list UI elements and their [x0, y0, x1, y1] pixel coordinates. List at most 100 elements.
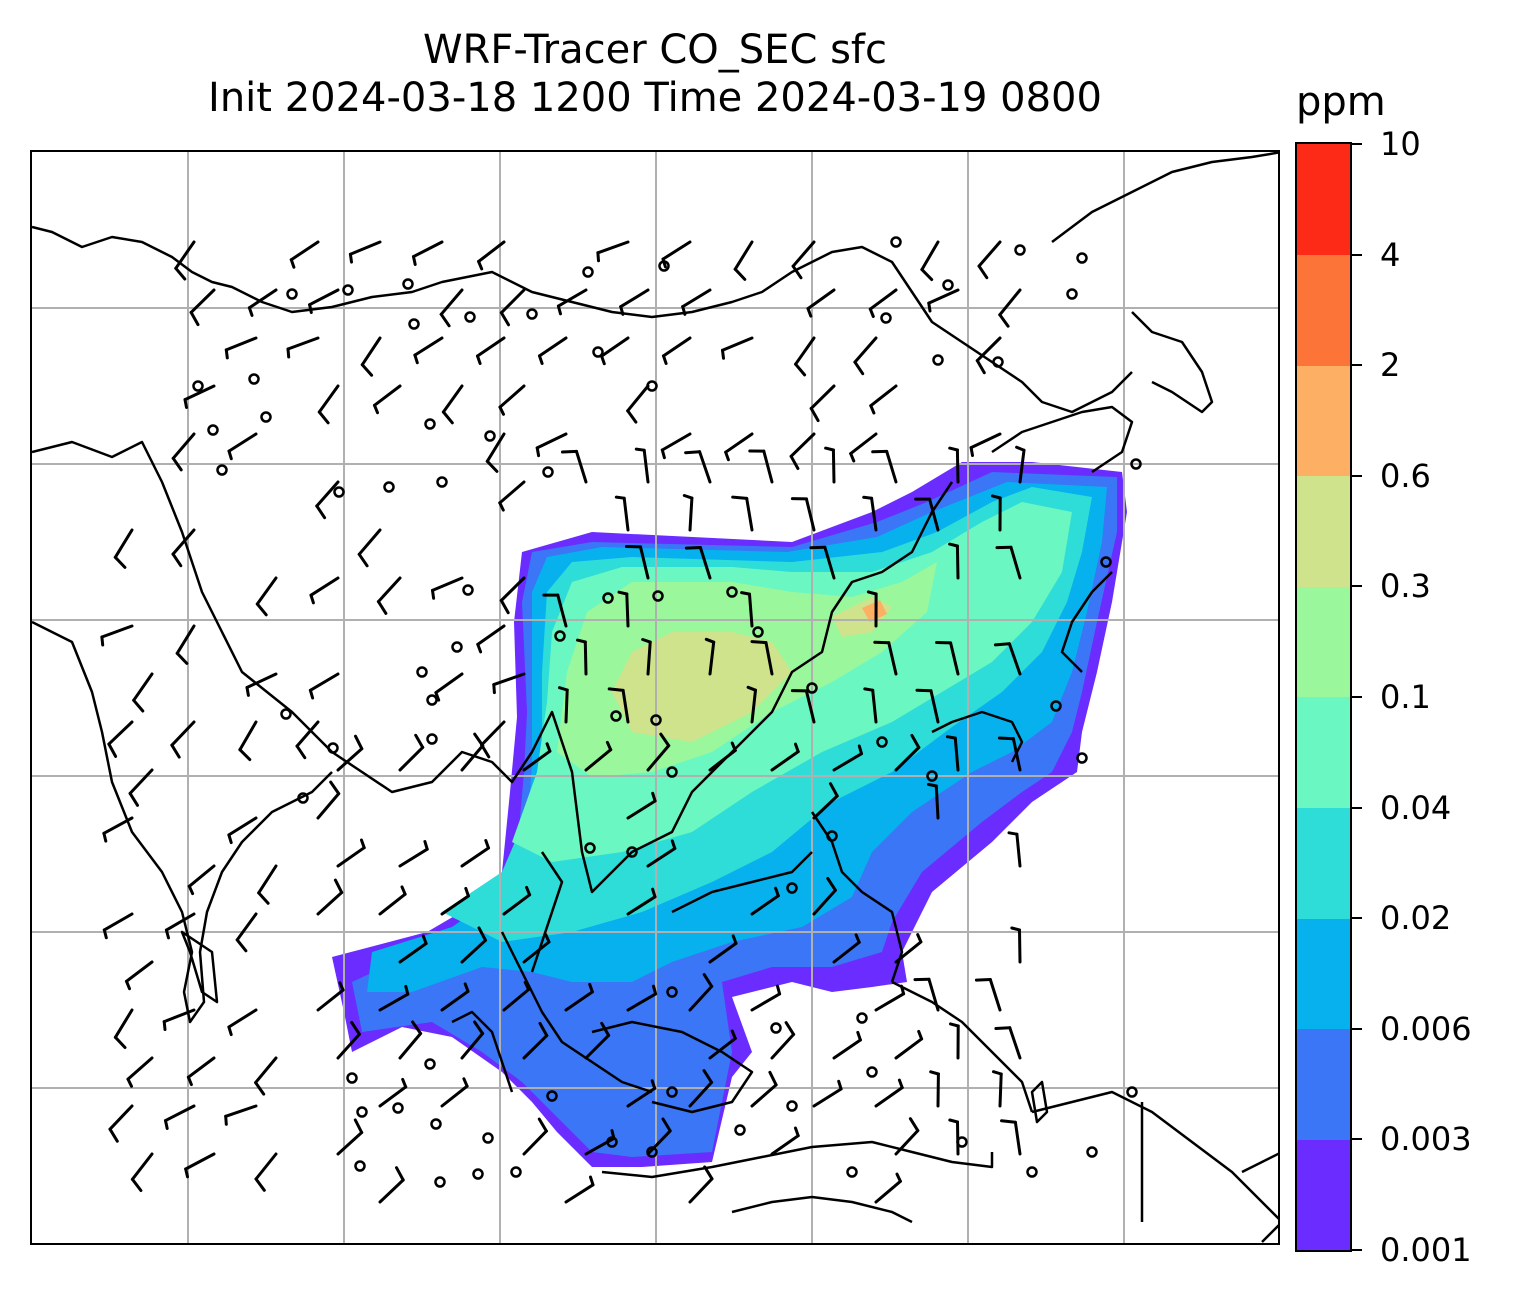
- wind-barb: [412, 240, 444, 266]
- wind-barb: [398, 1020, 423, 1060]
- wind-barb-flag: [125, 979, 131, 991]
- wind-barb: [992, 1070, 1003, 1108]
- wind-barb-staff: [955, 448, 960, 484]
- wind-barb-staff: [184, 1152, 216, 1171]
- wind-barb-flag: [746, 685, 757, 692]
- wind-barb-flag: [661, 257, 667, 269]
- wind-barb: [336, 1021, 361, 1060]
- wind-barb-flag: [895, 1172, 902, 1183]
- wind-barb-flag: [477, 260, 484, 271]
- wind-barb-staff: [499, 576, 526, 602]
- wind-barb-flag: [162, 1020, 167, 1031]
- calm-wind-marker: [652, 590, 664, 602]
- wind-barb: [617, 590, 630, 628]
- wind-barb: [748, 449, 774, 484]
- colorbar-segment: [1297, 1139, 1350, 1251]
- wind-barb-staff: [113, 528, 134, 559]
- wind-barb: [646, 1117, 672, 1156]
- coastline-segment: [1060, 571, 1113, 673]
- colorbar-tick-label: 0.001: [1380, 1231, 1472, 1269]
- calm-wind-marker: [286, 288, 298, 300]
- wind-barb-flag: [102, 928, 108, 940]
- wind-barb: [186, 1056, 216, 1087]
- wind-barb-staff: [894, 940, 923, 964]
- wind-barb-staff: [770, 750, 800, 772]
- calm-wind-marker: [856, 1012, 868, 1024]
- wind-barb-flag: [997, 736, 1015, 741]
- calm-wind-marker: [770, 1022, 782, 1034]
- wind-barb: [357, 528, 382, 568]
- wind-barb: [619, 288, 650, 316]
- wind-barb: [102, 912, 134, 940]
- wind-barb-flag: [794, 742, 800, 754]
- wind-barb: [894, 733, 921, 772]
- wind-barb: [790, 497, 816, 532]
- wind-barb: [634, 447, 650, 484]
- wind-barb-staff: [316, 792, 341, 820]
- wind-barb-flag: [164, 1119, 169, 1130]
- wind-barb: [626, 384, 650, 424]
- wind-barb-flag: [317, 410, 330, 425]
- wind-barb: [969, 432, 1002, 457]
- wind-barb-flag: [873, 640, 891, 645]
- calm-wind-marker: [346, 1072, 358, 1084]
- calm-wind-marker: [582, 266, 594, 278]
- wind-barb: [994, 1026, 1022, 1060]
- wind-barb: [750, 1070, 778, 1108]
- colorbar-tick: [1352, 696, 1362, 698]
- wind-barb: [607, 687, 630, 724]
- wind-barb: [235, 912, 258, 953]
- calm-wind-marker: [786, 882, 798, 894]
- wind-barb: [866, 590, 878, 628]
- wind-barb-flag: [286, 347, 291, 359]
- calm-wind-marker: [876, 736, 888, 748]
- wind-barb-flag: [826, 877, 837, 892]
- wind-barb-flag: [681, 305, 687, 316]
- wind-barb-staff: [309, 576, 340, 597]
- wind-barb: [492, 672, 526, 695]
- wind-barb-staff: [894, 746, 921, 772]
- calm-wind-marker: [1066, 288, 1078, 300]
- wind-barb: [684, 450, 712, 484]
- wind-barb: [682, 494, 694, 532]
- wind-barb-flag: [395, 1166, 405, 1182]
- wind-barb-flag: [652, 984, 658, 996]
- coastline-segment: [451, 1010, 514, 1093]
- wind-barb-staff: [164, 1104, 196, 1123]
- wind-barb-flag: [863, 687, 875, 692]
- wind-barb: [316, 780, 341, 820]
- wind-barb-staff: [871, 688, 878, 724]
- wind-barb-flag: [917, 1029, 924, 1041]
- wind-barb-staff: [126, 1056, 154, 1081]
- wind-barb: [480, 720, 506, 759]
- wind-barb-flag: [784, 1021, 796, 1036]
- calm-wind-marker: [646, 1146, 658, 1158]
- wind-barb-staff: [245, 672, 278, 689]
- wind-barb: [927, 288, 960, 313]
- coastlines: [32, 152, 1278, 1243]
- colorbar-tick-label: 0.003: [1380, 1120, 1472, 1159]
- wind-barb: [724, 432, 754, 462]
- wind-barb-flag: [927, 301, 932, 313]
- wind-barb: [790, 689, 816, 724]
- wind-barb: [108, 1104, 134, 1143]
- wind-barb: [254, 1152, 278, 1192]
- wind-barb: [254, 1056, 278, 1096]
- wind-barb: [789, 432, 816, 470]
- calm-wind-marker: [424, 418, 436, 430]
- map-title: WRF-Tracer CO_SEC sfc Init 2024-03-18 12…: [30, 26, 1280, 122]
- wind-barb-flag: [373, 403, 379, 415]
- wind-barb-staff: [804, 497, 816, 532]
- wind-barb-staff: [804, 689, 816, 724]
- wind-barb: [309, 576, 340, 605]
- wind-barb-flag: [929, 1070, 940, 1076]
- wind-barb: [863, 687, 878, 724]
- wind-barb: [113, 528, 134, 569]
- wind-barb-flag: [348, 252, 353, 264]
- wind-barb: [556, 288, 588, 316]
- wind-barb-staff: [927, 977, 940, 1012]
- colorbar-tick-label: 0.006: [1380, 1009, 1472, 1048]
- wind-barb-staff: [806, 288, 836, 311]
- wind-barb: [832, 933, 861, 964]
- wind-barb: [1000, 1119, 1022, 1156]
